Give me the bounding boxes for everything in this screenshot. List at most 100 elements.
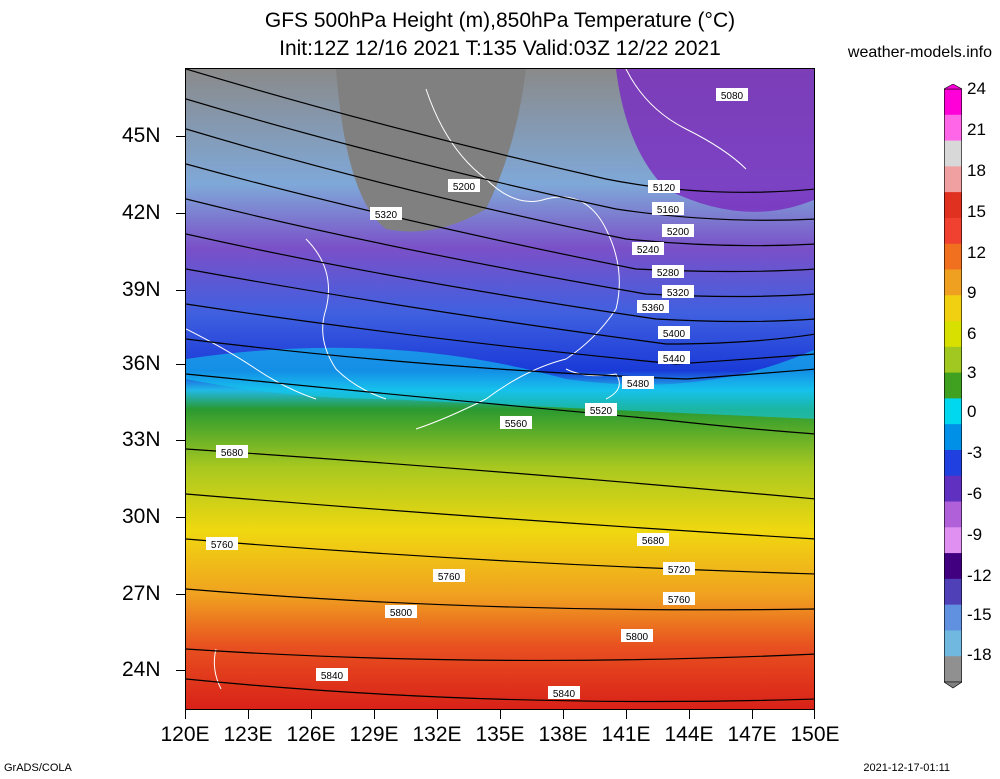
x-tick-label: 150E — [790, 723, 840, 746]
contour-label: 5520 — [590, 406, 613, 417]
colorbar-cell — [944, 527, 962, 554]
colorbar-cell — [944, 89, 962, 116]
contour-label-group: 5080 5120 5160 5200 5200 5240 5280 5320 … — [206, 88, 748, 700]
x-tick-label: 144E — [664, 723, 714, 746]
weather-map: 5080 5120 5160 5200 5200 5240 5280 5320 … — [185, 68, 815, 710]
y-tick — [176, 440, 185, 441]
colorbar-label: -6 — [967, 484, 983, 503]
colorbar-label: 3 — [967, 363, 977, 382]
colorbar-label: -3 — [967, 443, 983, 462]
colorbar-cell — [944, 243, 962, 270]
colorbar-cell — [944, 166, 962, 193]
contour-label: 5720 — [668, 565, 691, 576]
footer-timestamp: 2021-12-17-01:11 — [863, 762, 950, 774]
colorbar-label: 9 — [967, 283, 977, 302]
contour-label: 5320 — [667, 288, 690, 299]
y-tick-label: 36N — [122, 352, 161, 375]
colorbar — [944, 84, 962, 689]
x-tick — [689, 710, 690, 719]
x-tick — [563, 710, 564, 719]
contour-label: 5760 — [668, 595, 691, 606]
contour-label: 5400 — [663, 329, 686, 340]
contour-label: 5440 — [663, 354, 686, 365]
y-tick — [176, 594, 185, 595]
y-tick-label: 42N — [122, 201, 161, 224]
colorbar-cell — [944, 630, 962, 657]
contour-label: 5840 — [553, 689, 576, 700]
y-tick-label: 24N — [122, 658, 161, 681]
colorbar-cell — [944, 372, 962, 399]
x-tick — [500, 710, 501, 719]
contour-label: 5360 — [642, 303, 665, 314]
y-tick — [176, 213, 185, 214]
map-title-line1: GFS 500hPa Height (m),850hPa Temperature… — [264, 9, 736, 32]
contour-label: 5680 — [642, 536, 665, 547]
colorbar-cell — [944, 578, 962, 606]
colorbar-label: -15 — [967, 605, 992, 624]
colorbar-cell — [944, 656, 962, 683]
x-tick-label: 147E — [727, 723, 777, 746]
x-tick-label: 129E — [349, 723, 399, 746]
y-tick-label: 39N — [122, 278, 161, 301]
x-tick — [814, 710, 815, 719]
colorbar-label: 15 — [967, 202, 986, 221]
colorbar-label: 0 — [967, 402, 977, 421]
colorbar-cell — [944, 295, 962, 322]
colorbar-cell — [944, 398, 962, 425]
cyan-band — [186, 347, 814, 419]
x-tick — [248, 710, 249, 719]
contour-label: 5840 — [321, 671, 344, 682]
colorbar-label: 6 — [967, 324, 977, 343]
colorbar-label: 12 — [967, 243, 986, 262]
contour-label: 5080 — [721, 91, 744, 102]
y-tick-label: 27N — [122, 582, 161, 605]
contour-label: 5760 — [211, 540, 234, 551]
colorbar-cell — [944, 604, 962, 631]
y-tick-label: 45N — [122, 124, 161, 147]
x-tick — [437, 710, 438, 719]
colorbar-cell — [944, 114, 962, 142]
x-tick — [626, 710, 627, 719]
colorbar-cell — [944, 346, 962, 374]
x-tick-label: 126E — [286, 723, 336, 746]
y-tick — [176, 517, 185, 518]
colorbar-cell — [944, 269, 962, 296]
y-tick-label: 30N — [122, 505, 161, 528]
colorbar-label: 21 — [967, 120, 986, 139]
colorbar-cell — [944, 449, 962, 477]
colorbar-label: -18 — [967, 645, 992, 664]
contour-label: 5680 — [221, 448, 244, 459]
footer-software: GrADS/COLA — [4, 762, 72, 774]
x-tick-label: 132E — [412, 723, 462, 746]
contour-label: 5240 — [637, 245, 660, 256]
contour-label: 5800 — [390, 608, 413, 619]
colorbar-label: 18 — [967, 161, 986, 180]
contour-label: 5160 — [657, 205, 680, 216]
contour-label: 5120 — [653, 183, 676, 194]
colorbar-cell — [944, 424, 962, 451]
cold-purple-region — [616, 69, 814, 212]
colorbar-cell — [944, 321, 962, 348]
colorbar-cell — [944, 192, 962, 219]
y-tick — [176, 670, 185, 671]
colorbar-cell — [944, 475, 962, 503]
colorbar-cell — [944, 501, 962, 528]
colorbar-cell — [944, 553, 962, 580]
colorbar-label: -12 — [967, 566, 992, 585]
y-tick — [176, 364, 185, 365]
contour-label: 5480 — [627, 379, 650, 390]
y-tick-label: 33N — [122, 428, 161, 451]
contour-label: 5560 — [505, 419, 528, 430]
colorbar-label: -9 — [967, 525, 983, 544]
colorbar-cell — [944, 140, 962, 167]
x-tick — [752, 710, 753, 719]
contour-label: 5280 — [657, 268, 680, 279]
x-tick — [185, 710, 186, 719]
x-tick — [311, 710, 312, 719]
x-tick-label: 141E — [601, 723, 651, 746]
x-tick-label: 138E — [538, 723, 588, 746]
map-canvas: 5080 5120 5160 5200 5200 5240 5280 5320 … — [186, 69, 814, 709]
contour-label: 5800 — [626, 632, 649, 643]
map-title-line2: Init:12Z 12/16 2021 T:135 Valid:03Z 12/2… — [279, 37, 721, 60]
x-tick-label: 123E — [223, 723, 273, 746]
